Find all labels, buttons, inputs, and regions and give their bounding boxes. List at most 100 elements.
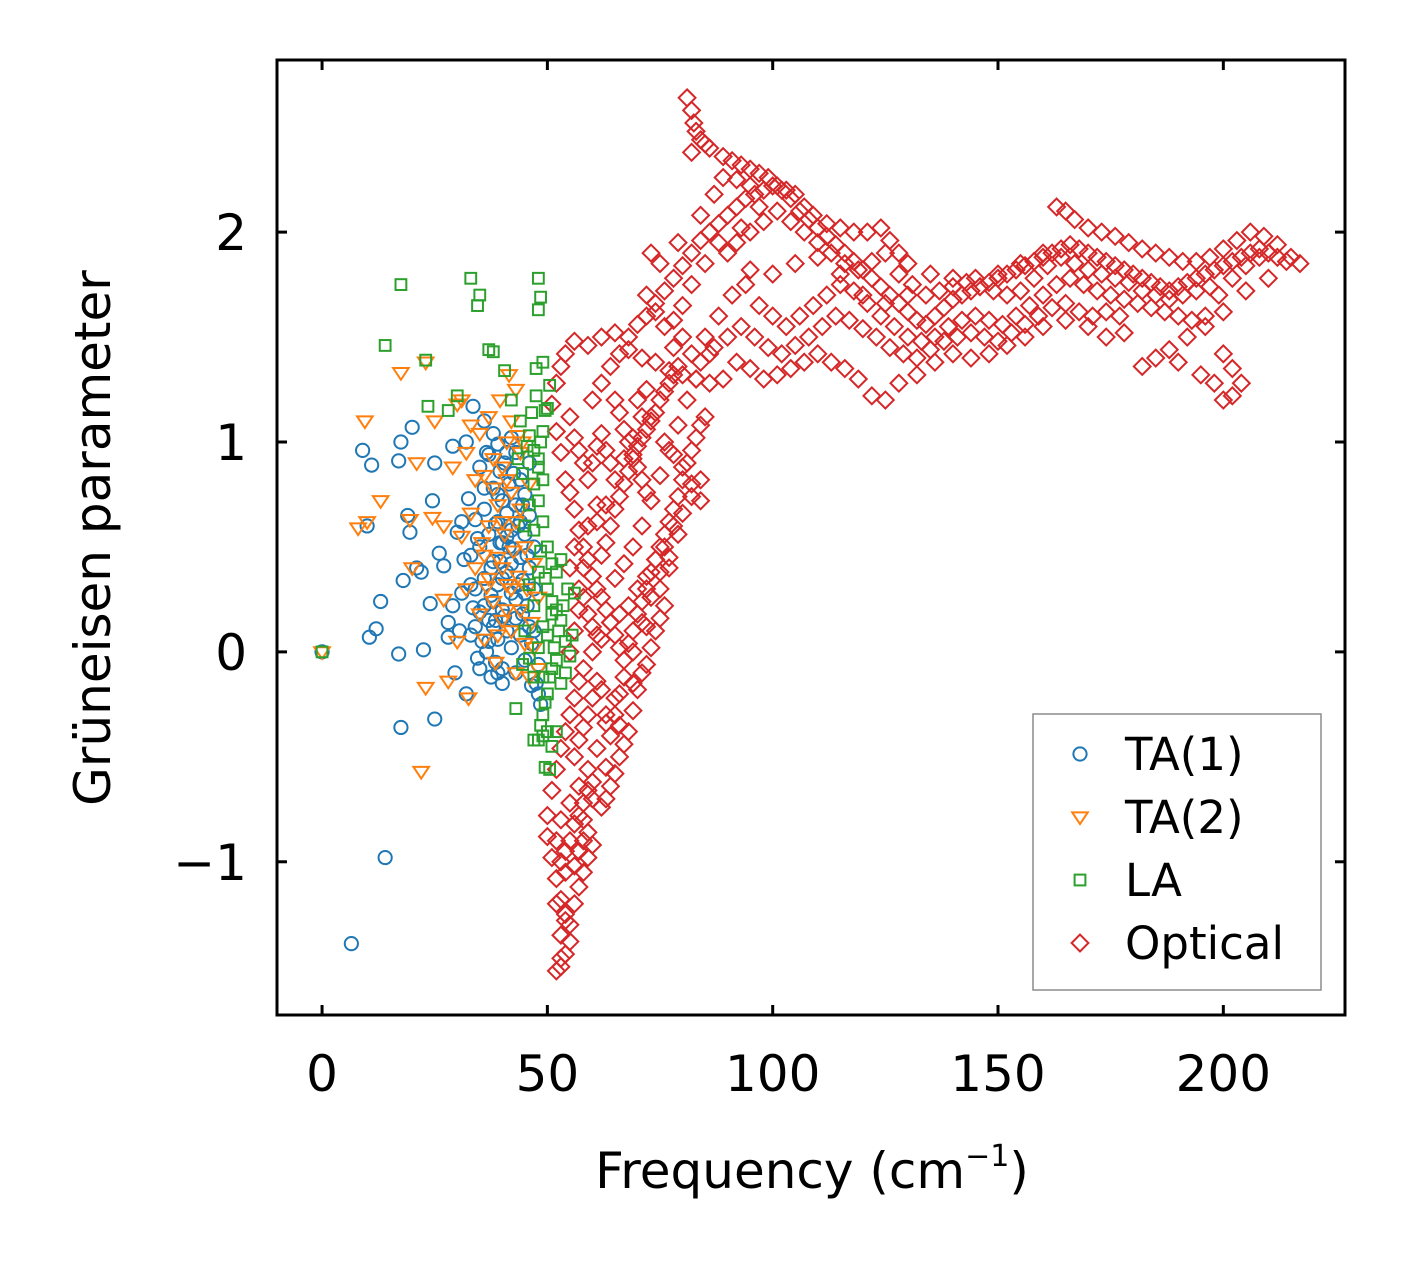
data-point	[1019, 295, 1040, 316]
data-point	[1069, 239, 1089, 259]
data-point	[1006, 260, 1026, 280]
data-point	[560, 705, 580, 725]
data-point	[470, 608, 490, 623]
data-point	[1132, 356, 1153, 377]
data-point	[654, 316, 675, 337]
data-point	[1168, 306, 1189, 326]
data-point	[564, 747, 585, 767]
data-point	[1051, 247, 1071, 268]
data-point	[623, 537, 643, 557]
data-point	[605, 469, 625, 490]
data-point	[494, 675, 510, 691]
data-point	[578, 516, 598, 536]
data-point	[641, 490, 661, 511]
data-point	[1222, 268, 1243, 289]
data-point	[1123, 264, 1144, 284]
data-point	[650, 579, 670, 599]
data-point	[1001, 323, 1022, 343]
data-point	[524, 558, 544, 573]
data-point	[970, 276, 990, 297]
data-point	[467, 581, 483, 597]
data-point	[753, 369, 774, 389]
data-point	[717, 327, 738, 347]
data-point	[488, 551, 508, 567]
data-point	[1100, 285, 1121, 305]
data-point	[762, 176, 783, 196]
data-point	[816, 285, 837, 305]
data-point	[1154, 302, 1175, 322]
data-point	[1087, 281, 1107, 301]
y-tick-label: 2	[215, 204, 247, 262]
data-point	[672, 295, 693, 316]
data-point	[925, 352, 945, 373]
data-point	[853, 285, 873, 305]
data-point	[650, 608, 670, 629]
data-point	[1132, 281, 1153, 301]
data-point	[536, 670, 550, 684]
data-point	[821, 352, 842, 373]
data-point	[636, 306, 657, 326]
data-point	[875, 293, 896, 314]
data-point	[424, 493, 441, 509]
data-point	[479, 411, 499, 426]
data-point	[938, 316, 959, 337]
data-point	[556, 599, 570, 613]
data-point	[560, 642, 580, 662]
data-point	[559, 666, 572, 680]
data-point	[1132, 239, 1153, 259]
data-point	[1015, 255, 1035, 276]
data-point	[501, 625, 521, 640]
data-point	[753, 211, 774, 232]
data-point	[551, 925, 571, 946]
data-point	[537, 805, 558, 826]
data-point	[416, 681, 436, 697]
data-point	[749, 295, 769, 316]
data-point	[857, 293, 878, 314]
data-point	[690, 490, 711, 511]
data-point	[848, 369, 869, 389]
data-point	[546, 830, 567, 851]
data-point	[560, 793, 580, 813]
data-point	[1145, 285, 1166, 305]
data-point	[492, 562, 512, 577]
data-point	[907, 310, 927, 331]
data-point	[573, 830, 594, 851]
data-point	[359, 518, 375, 534]
data-point	[871, 218, 891, 238]
data-point	[569, 730, 589, 750]
data-point	[1190, 365, 1211, 385]
data-point	[681, 243, 702, 263]
data-point	[407, 457, 427, 472]
data-point	[460, 491, 477, 507]
data-point	[531, 494, 545, 508]
data-point	[618, 339, 639, 360]
data-point	[618, 721, 639, 742]
data-point	[425, 415, 445, 430]
data-point	[681, 440, 702, 461]
data-point	[830, 264, 851, 284]
tick-labels: 0 50 100 150 200 −1 0 1 2	[173, 204, 1271, 1103]
data-point	[1064, 209, 1085, 230]
data-point	[654, 381, 675, 402]
data-point	[740, 358, 760, 379]
data-point	[695, 253, 715, 274]
data-point	[564, 856, 585, 876]
data-point	[650, 465, 670, 486]
data-point	[668, 356, 688, 377]
data-point	[880, 337, 900, 358]
data-point	[1249, 247, 1270, 268]
legend-label: TA(2)	[1124, 791, 1244, 844]
data-point	[540, 628, 554, 642]
data-point	[402, 562, 422, 577]
data-point	[614, 553, 634, 574]
data-point	[499, 505, 515, 521]
data-point	[618, 327, 639, 347]
data-point	[623, 700, 643, 721]
data-point	[497, 604, 517, 619]
data-point	[415, 642, 432, 658]
data-point	[627, 390, 648, 410]
data-point	[357, 516, 377, 531]
data-point	[355, 415, 375, 430]
data-point	[871, 306, 891, 326]
x-tick-label: 100	[725, 1045, 820, 1103]
